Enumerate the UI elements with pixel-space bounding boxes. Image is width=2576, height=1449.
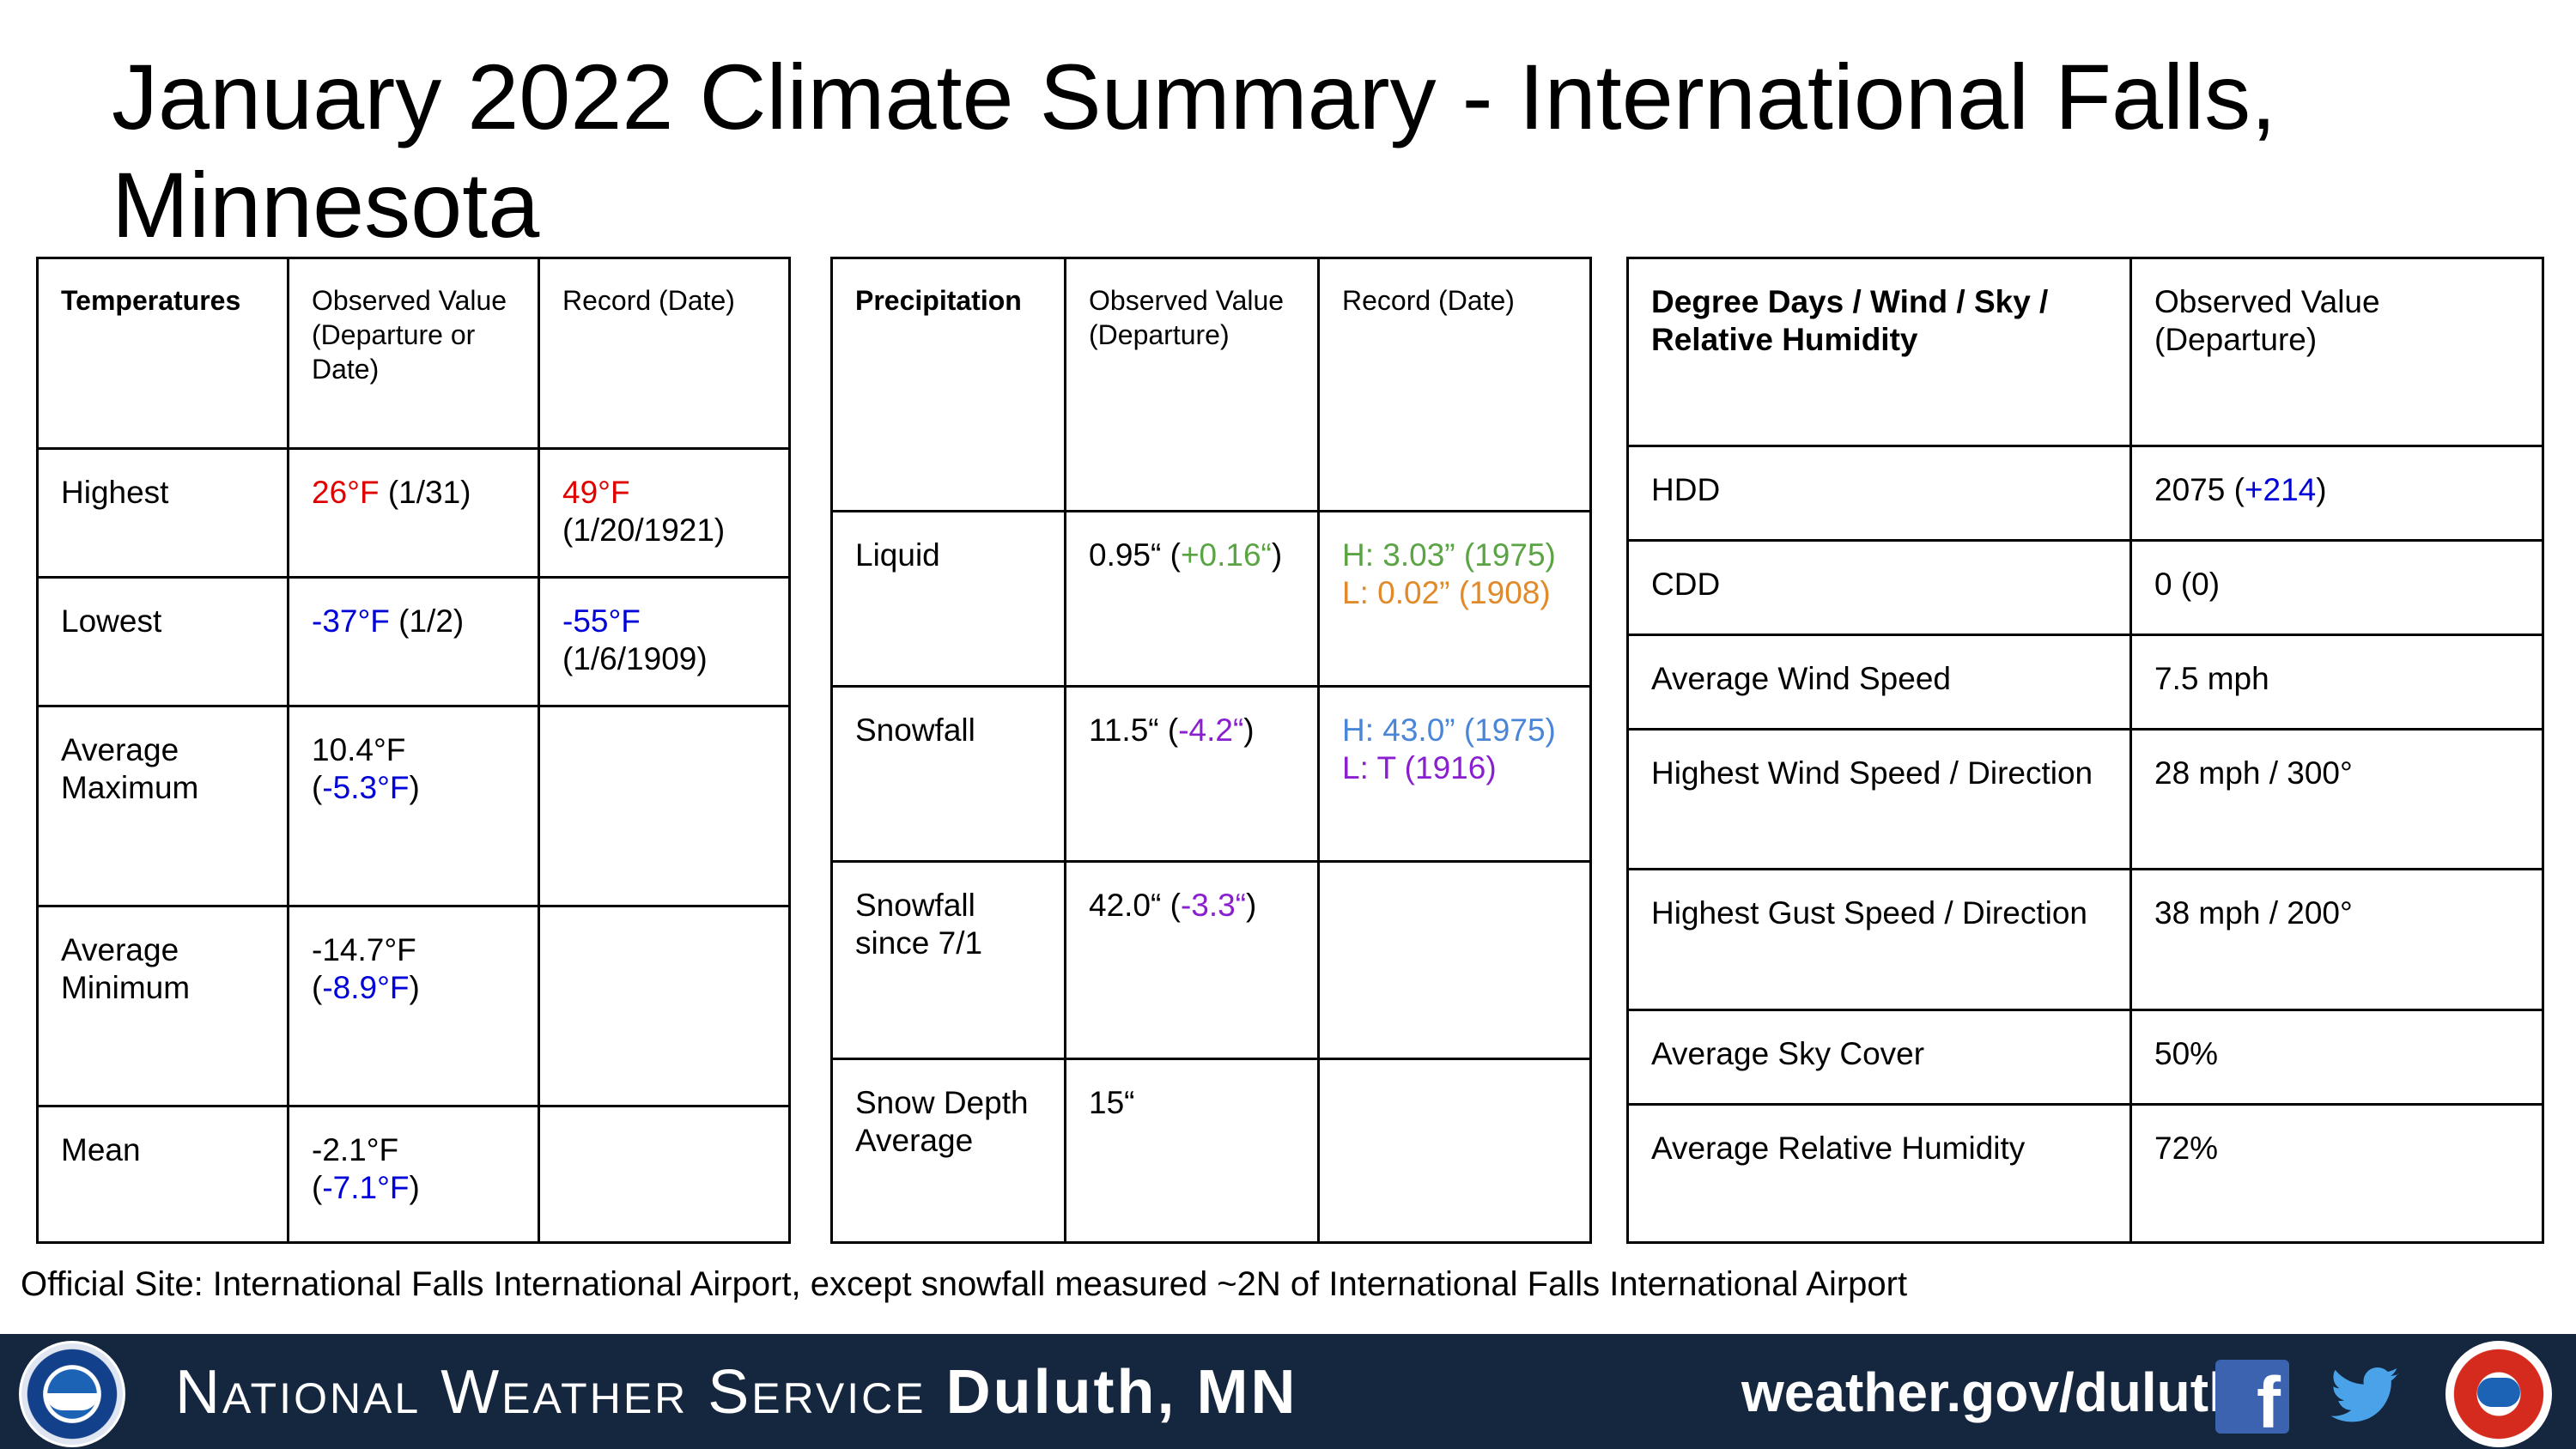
table-row: Snowfall 11.5“ (-4.2“) H: 43.0” (1975) L:… [830,685,1592,863]
observed-value: 0 (0) [2129,539,2544,636]
record-value: H: 3.03” (1975) L: 0.02” (1908) [1317,510,1592,688]
observed-value: 2075 (+214) [2129,445,2544,542]
observed-value: -2.1°F (-7.1°F) [287,1105,540,1244]
table-row: CDD 0 (0) [1626,539,2544,636]
degree-days-table: Degree Days / Wind / Sky / Relative Humi… [1626,257,2544,1244]
row-label: Snowfall since 7/1 [830,860,1066,1060]
page-title: January 2022 Climate Summary - Internati… [112,45,2277,257]
row-label: Highest [36,447,289,579]
record-header: Record (Date) [538,257,791,450]
observed-value: 11.5“ (-4.2“) [1064,685,1320,863]
website-link[interactable]: weather.gov/duluth [1741,1361,2243,1423]
table-row: Highest 26°F (1/31) 49°F (1/20/1921) [36,447,791,579]
official-site-note: Official Site: International Falls Inter… [21,1265,1908,1303]
row-label: Lowest [36,576,289,707]
table-row: Average Maximum 10.4°F (-5.3°F) [36,705,791,907]
footer-banner: National Weather Service Duluth, MN weat… [0,1334,2576,1449]
nws-logo [2445,1341,2552,1447]
table-row: Mean -2.1°F (-7.1°F) [36,1105,791,1244]
observed-value: 72% [2129,1103,2544,1244]
table-row: Highest Gust Speed / Direction 38 mph / … [1626,868,2544,1011]
footer-title: National Weather Service Duluth, MN [175,1358,1298,1427]
observed-value: 0.95“ (+0.16“) [1064,510,1320,688]
degree-days-header: Degree Days / Wind / Sky / Relative Humi… [1626,257,2132,447]
table-row: HDD 2075 (+214) [1626,445,2544,542]
row-label: CDD [1626,539,2132,636]
observed-value: 38 mph / 200° [2129,868,2544,1011]
row-label: Liquid [830,510,1066,688]
observed-header: Observed Value (Departure) [1064,257,1320,512]
table-row: Highest Wind Speed / Direction 28 mph / … [1626,728,2544,870]
observed-header: Observed Value (Departure or Date) [287,257,540,450]
observed-value: -37°F (1/2) [287,576,540,707]
row-label: Highest Gust Speed / Direction [1626,868,2132,1011]
observed-value: 26°F (1/31) [287,447,540,579]
table-row: Average Relative Humidity 72% [1626,1103,2544,1244]
temperatures-header: Temperatures [36,257,289,450]
observed-header: Observed Value (Departure) [2129,257,2544,447]
observed-value: 28 mph / 300° [2129,728,2544,870]
record-value: -55°F (1/6/1909) [538,576,791,707]
record-value [1317,1058,1592,1244]
table-row: Liquid 0.95“ (+0.16“) H: 3.03” (1975) L: … [830,510,1592,688]
table-row: Average Wind Speed 7.5 mph [1626,634,2544,731]
row-label: Highest Wind Speed / Direction [1626,728,2132,870]
precipitation-header: Precipitation [830,257,1066,512]
row-label: Average Maximum [36,705,289,907]
table-row: Average Sky Cover 50% [1626,1009,2544,1106]
record-value: H: 43.0” (1975) L: T (1916) [1317,685,1592,863]
table-row: Average Minimum -14.7°F (-8.9°F) [36,905,791,1107]
observed-value: 42.0“ (-3.3“) [1064,860,1320,1060]
row-label: Snow Depth Average [830,1058,1066,1244]
row-label: Mean [36,1105,289,1244]
table-row: Snow Depth Average 15“ [830,1058,1592,1244]
table-row: Snowfall since 7/1 42.0“ (-3.3“) [830,860,1592,1060]
temperatures-table: Temperatures Observed Value (Departure o… [36,257,791,1244]
record-value [1317,860,1592,1060]
row-label: Average Sky Cover [1626,1009,2132,1106]
observed-value: -14.7°F (-8.9°F) [287,905,540,1107]
table-row: Lowest -37°F (1/2) -55°F (1/6/1909) [36,576,791,707]
record-value [538,1105,791,1244]
noaa-logo [19,1341,125,1447]
row-label: HDD [1626,445,2132,542]
record-header: Record (Date) [1317,257,1592,512]
row-label: Average Wind Speed [1626,634,2132,731]
record-value [538,905,791,1107]
facebook-icon[interactable]: f [2215,1360,2289,1434]
precipitation-table: Precipitation Observed Value (Departure)… [830,257,1592,1244]
observed-value: 15“ [1064,1058,1320,1244]
row-label: Snowfall [830,685,1066,863]
row-label: Average Minimum [36,905,289,1107]
observed-value: 7.5 mph [2129,634,2544,731]
twitter-icon[interactable] [2324,1360,2406,1434]
record-value [538,705,791,907]
observed-value: 10.4°F (-5.3°F) [287,705,540,907]
observed-value: 50% [2129,1009,2544,1106]
record-value: 49°F (1/20/1921) [538,447,791,579]
row-label: Average Relative Humidity [1626,1103,2132,1244]
